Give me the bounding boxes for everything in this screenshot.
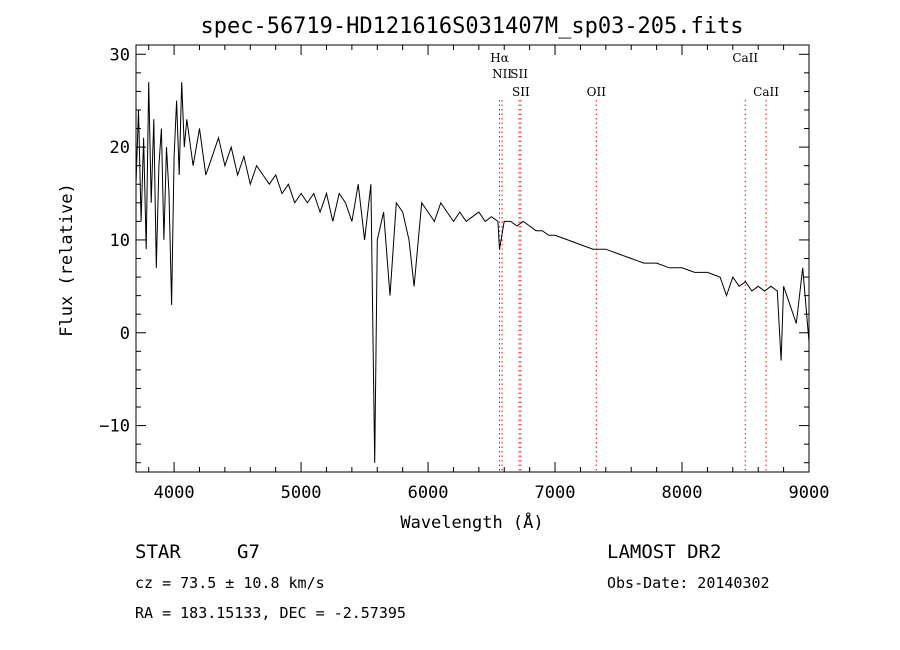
line-marker-label: Hα: [490, 51, 509, 65]
subclass: G7: [237, 541, 260, 563]
x-axis-label: Wavelength (Å): [400, 511, 543, 533]
line-marker-label: NII: [492, 67, 512, 81]
chart-title: spec-56719-HD121616S031407M_sp03-205.fit…: [200, 14, 743, 39]
x-tick-label: 9000: [789, 483, 830, 503]
plot-area: 4000 5000 6000 7000 8000 9000 −10 0 10 20 30 Hα NIIS…: [99, 44, 830, 503]
redshift-text: cz = 73.5 ± 10.8 km/s: [135, 574, 325, 592]
y-tick-label: −10: [99, 417, 130, 437]
line-marker-label: CaII: [732, 51, 758, 65]
line-marker-label: SII: [510, 67, 528, 81]
y-tick-label: 10: [110, 231, 130, 251]
x-tick-label: 5000: [281, 483, 322, 503]
y-tick-label: 0: [120, 324, 130, 344]
x-tick-label: 6000: [408, 483, 449, 503]
x-tick-label: 4000: [154, 483, 195, 503]
object-class: STAR: [135, 541, 181, 563]
survey-label: LAMOST DR2: [607, 541, 722, 563]
plot-frame: [135, 44, 810, 473]
line-marker-label: CaII: [753, 85, 779, 99]
obs-date: Obs-Date: 20140302: [607, 574, 770, 592]
spectrum-line: [135, 82, 810, 463]
line-marker-label: SII: [512, 85, 530, 99]
x-tick-label: 7000: [535, 483, 576, 503]
y-tick-label: 30: [110, 45, 130, 65]
x-tick-label: 8000: [662, 483, 703, 503]
y-tick-label: 20: [110, 138, 130, 158]
coordinates: RA = 183.15133, DEC = -2.57395: [135, 604, 406, 622]
line-marker-label: OII: [587, 85, 607, 99]
y-axis-label: Flux (relative): [57, 183, 77, 337]
